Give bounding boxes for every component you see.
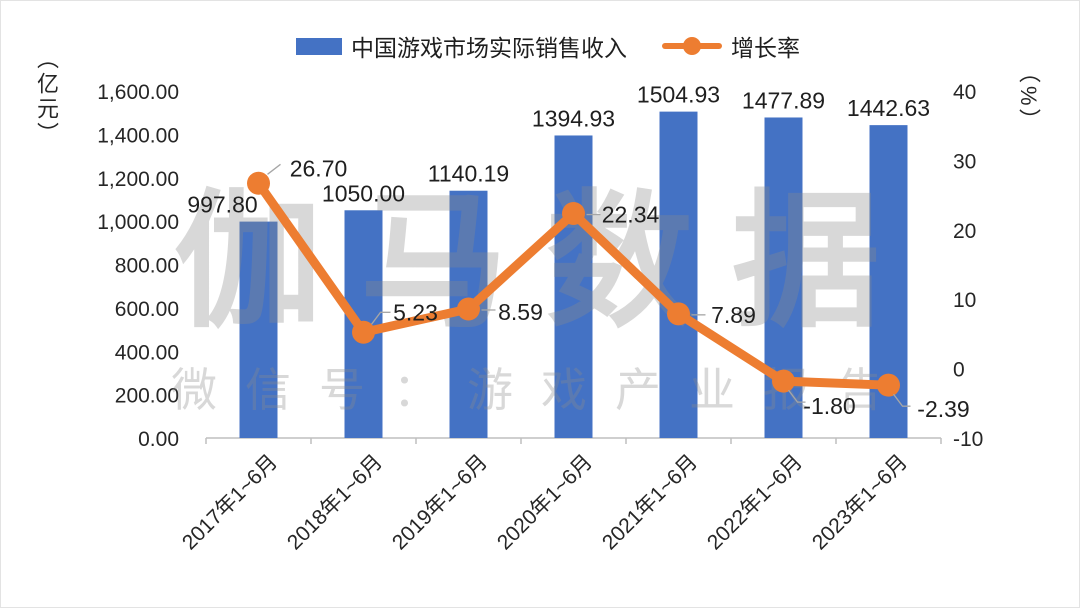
revenue-bar <box>554 135 593 439</box>
y-axis-left-tick-label: 1,600.00 <box>97 81 179 104</box>
legend-line-marker-icon <box>662 37 722 55</box>
revenue-bar <box>659 111 698 438</box>
y-axis-right-tick-label: 40 <box>953 81 976 104</box>
watermark-wechat: 微信号：游戏产业报告 <box>171 364 911 416</box>
bar-value-label: 1442.63 <box>847 95 930 121</box>
legend-item-revenue: 中国游戏市场实际销售收入 <box>296 29 627 63</box>
growth-value-label: 26.70 <box>290 155 348 181</box>
growth-value-label: 22.34 <box>602 202 660 228</box>
bar-value-label: 1477.89 <box>742 87 825 113</box>
bar-value-label: 1140.19 <box>428 161 509 187</box>
y-axis-right-tick-label: 20 <box>953 220 976 243</box>
growth-point <box>877 373 900 397</box>
growth-point <box>352 320 375 344</box>
watermark-brand: 伽马数据 <box>174 180 918 345</box>
growth-value-label: -2.39 <box>917 396 969 422</box>
label-leader-line <box>267 163 281 175</box>
x-axis-category-label: 2020年1~6月 <box>493 450 597 554</box>
growth-point <box>247 171 270 195</box>
y-axis-right-tick-label: 0 <box>953 359 965 382</box>
bar-value-label: 1394.93 <box>532 105 615 131</box>
label-leader-line <box>892 393 911 407</box>
right-axis-title: （%） <box>1016 61 1041 134</box>
x-axis-category-label: 2018年1~6月 <box>283 450 387 554</box>
legend-growth-label: 增长率 <box>731 35 800 61</box>
growth-point <box>457 297 480 321</box>
y-axis-left-tick-label: 600.00 <box>115 298 179 321</box>
y-axis-right-tick-label: 10 <box>953 289 976 312</box>
growth-point <box>772 369 795 393</box>
label-leader-line <box>787 389 806 403</box>
legend-revenue-label: 中国游戏市场实际销售收入 <box>351 35 627 61</box>
y-axis-left-tick-label: 1,400.00 <box>97 124 179 147</box>
y-axis-left-tick-label: 200.00 <box>115 385 179 408</box>
growth-point <box>562 202 585 226</box>
growth-value-label: -1.80 <box>803 393 855 419</box>
y-axis-right-tick-label: 30 <box>953 150 976 173</box>
y-axis-right-tick-label: -10 <box>953 428 983 451</box>
y-axis-left-tick-label: 0.00 <box>138 428 179 451</box>
growth-point <box>667 302 690 326</box>
bar-value-label: 1504.93 <box>637 82 720 108</box>
revenue-bar <box>239 221 278 438</box>
left-axis-title: （亿元） <box>34 47 59 147</box>
legend-bar-swatch-icon <box>296 37 342 55</box>
x-axis-category-label: 2019年1~6月 <box>388 450 492 554</box>
label-leader-line <box>370 311 391 325</box>
y-axis-left-tick-label: 1,000.00 <box>97 211 179 234</box>
bar-value-label: 1050.00 <box>322 180 405 206</box>
y-axis-left-tick-label: 800.00 <box>115 255 179 278</box>
x-axis-category-label: 2023年1~6月 <box>808 450 912 554</box>
x-axis-category-label: 2017年1~6月 <box>178 450 282 554</box>
growth-value-label: 8.59 <box>498 299 543 325</box>
x-axis-category-label: 2022年1~6月 <box>703 450 807 554</box>
y-axis-left-tick-label: 400.00 <box>115 341 179 364</box>
y-axis-left-tick-label: 1,200.00 <box>97 168 179 191</box>
growth-value-label: 5.23 <box>393 299 438 325</box>
growth-value-label: 7.89 <box>711 302 756 328</box>
legend-item-growth: 增长率 <box>662 29 800 63</box>
x-axis-category-label: 2021年1~6月 <box>598 450 702 554</box>
bar-value-label: 997.80 <box>187 192 257 218</box>
